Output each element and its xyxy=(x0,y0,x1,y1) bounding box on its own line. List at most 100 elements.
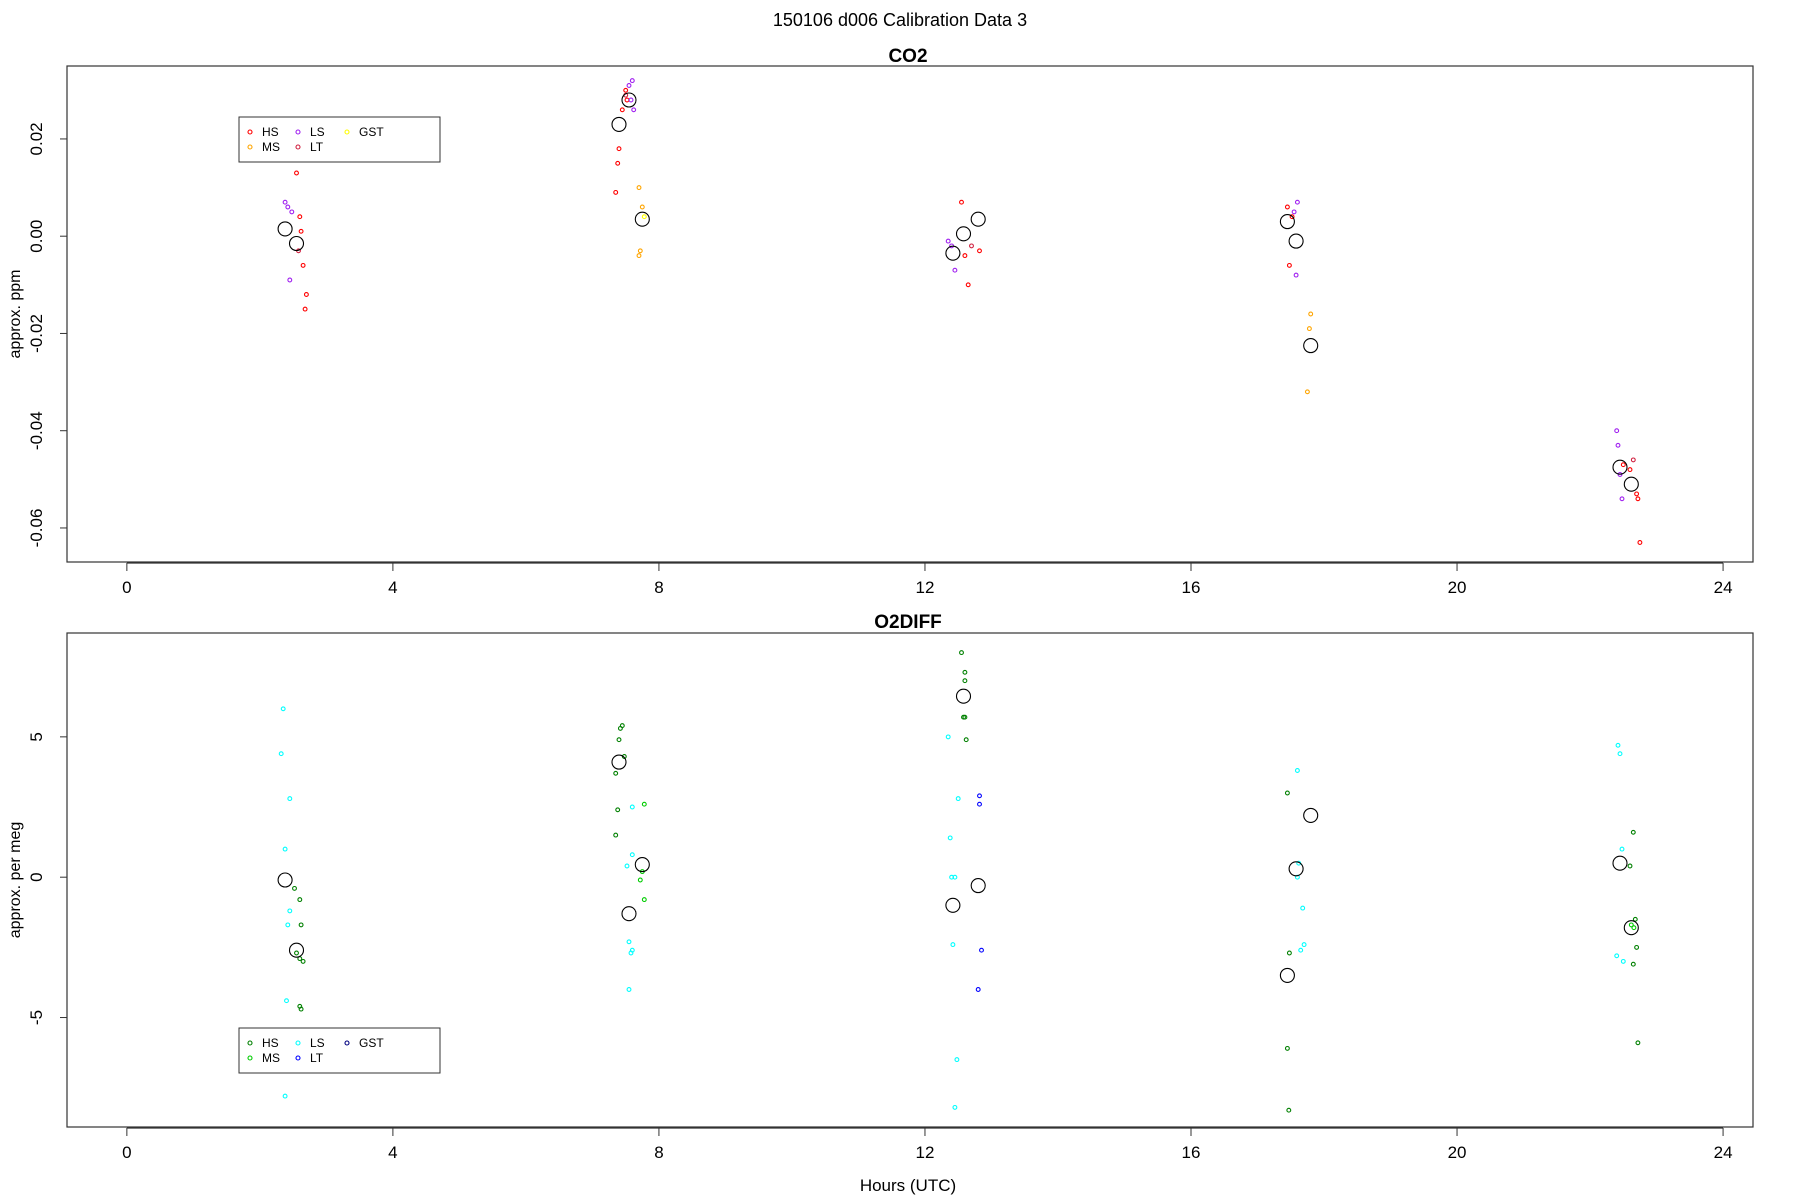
data-point xyxy=(636,185,642,191)
mean-point xyxy=(634,211,650,227)
data-point xyxy=(952,874,958,880)
data-point xyxy=(975,987,981,992)
legend-label: GST xyxy=(359,1036,384,1050)
legend-label: MS xyxy=(262,1051,280,1065)
data-point xyxy=(294,950,299,956)
legend-marker xyxy=(295,144,301,150)
series-gst xyxy=(641,214,647,220)
data-point xyxy=(613,832,619,838)
data-point xyxy=(623,87,629,93)
y-tick-label: 0.02 xyxy=(27,122,46,155)
legend-label: HS xyxy=(262,1036,279,1050)
data-point xyxy=(1634,944,1640,950)
data-point xyxy=(285,204,291,210)
x-tick-label: 12 xyxy=(916,1143,935,1162)
mean-point xyxy=(955,688,972,704)
o2diff-panel: O2DIFF approx. per meg -5 0 5 0 4 8 12 16 20 24 Hour… xyxy=(7,612,1754,1195)
mean-point xyxy=(970,878,986,894)
legend-label: LS xyxy=(310,125,325,139)
x-tick-label: 24 xyxy=(1714,578,1733,597)
mean-point xyxy=(277,221,293,237)
data-point xyxy=(629,78,635,84)
data-point xyxy=(628,97,634,103)
data-point xyxy=(1291,209,1297,215)
data-point xyxy=(977,248,982,254)
data-point xyxy=(1615,442,1621,448)
y-tick-label: 0.00 xyxy=(27,220,46,253)
data-point xyxy=(298,1006,304,1012)
data-point xyxy=(1635,496,1641,502)
series-lt xyxy=(975,793,984,992)
chart-title: CO2 xyxy=(888,46,927,67)
data-point xyxy=(1628,922,1634,928)
data-point xyxy=(1294,199,1300,205)
data-point xyxy=(1294,768,1300,773)
series-hs xyxy=(294,87,1643,545)
data-point xyxy=(1619,496,1625,502)
x-tick-label: 16 xyxy=(1182,1143,1201,1162)
x-tick-label: 8 xyxy=(654,1143,663,1162)
data-point xyxy=(297,897,303,903)
legend-marker xyxy=(344,129,350,135)
data-point xyxy=(962,253,968,259)
data-point xyxy=(1620,958,1626,964)
data-point xyxy=(289,209,295,215)
data-point xyxy=(962,678,968,684)
legend-marker xyxy=(344,1040,350,1046)
legend-marker xyxy=(247,1055,253,1061)
legend-label: HS xyxy=(262,125,279,139)
series-ms xyxy=(636,185,1314,395)
legend-label: LS xyxy=(310,1036,325,1050)
legend-label: MS xyxy=(262,140,280,154)
legend-marker xyxy=(247,144,253,150)
legend-marker xyxy=(295,129,301,135)
mean-point xyxy=(1303,338,1319,354)
data-point xyxy=(1306,326,1312,332)
data-point xyxy=(282,1093,288,1099)
y-tick-label: 0 xyxy=(27,872,46,881)
series-mean xyxy=(277,688,1639,983)
plot-frame xyxy=(66,632,1754,1128)
y-tick-label: -0.06 xyxy=(27,509,46,548)
x-tick-label: 20 xyxy=(1448,578,1467,597)
data-point xyxy=(282,846,288,852)
series-ls xyxy=(282,78,1625,502)
data-point xyxy=(300,958,306,964)
data-point xyxy=(1298,947,1304,953)
x-tick-label: 12 xyxy=(916,578,935,597)
data-point xyxy=(1619,846,1625,852)
data-point xyxy=(641,214,647,220)
legend-label: LT xyxy=(310,140,324,154)
data-point xyxy=(1284,204,1290,210)
series-lt xyxy=(296,92,1636,463)
data-point xyxy=(641,897,647,903)
mean-point xyxy=(970,211,986,227)
data-point xyxy=(969,243,974,249)
data-point xyxy=(287,277,293,283)
series-ls xyxy=(278,706,1626,1110)
data-point xyxy=(1615,742,1621,748)
mean-point xyxy=(945,897,961,913)
mean-point xyxy=(1612,459,1628,475)
mean-point xyxy=(1623,920,1639,936)
legend-label: LT xyxy=(310,1051,324,1065)
y-tick-label: -0.02 xyxy=(27,314,46,353)
data-point xyxy=(1627,863,1633,869)
data-point xyxy=(619,723,625,729)
data-point xyxy=(1308,311,1314,317)
data-point xyxy=(297,214,303,220)
x-tick-label: 4 xyxy=(388,1143,397,1162)
data-point xyxy=(298,922,304,928)
y-axis-label: approx. per meg xyxy=(7,822,24,939)
data-point xyxy=(1630,961,1636,967)
y-axis-label: approx. ppm xyxy=(7,270,24,359)
data-point xyxy=(298,228,304,234)
data-point xyxy=(962,714,968,720)
data-point xyxy=(952,1104,958,1110)
data-point xyxy=(959,650,964,656)
data-point xyxy=(1286,1107,1292,1113)
data-point xyxy=(1630,829,1636,835)
mean-point xyxy=(1288,233,1304,249)
